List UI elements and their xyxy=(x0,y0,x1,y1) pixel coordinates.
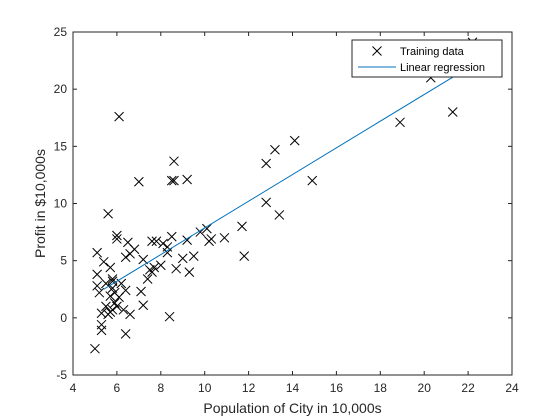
regression-line xyxy=(103,64,473,290)
data-point xyxy=(90,343,100,354)
y-axis-label: Profit in $10,000s xyxy=(32,149,48,258)
data-point xyxy=(395,117,405,128)
data-point xyxy=(239,251,250,261)
data-point xyxy=(219,232,230,243)
x-tick-label: 18 xyxy=(374,381,388,395)
data-point xyxy=(261,158,272,169)
data-point xyxy=(237,221,247,232)
x-tick-label: 10 xyxy=(198,381,212,395)
data-point xyxy=(169,175,179,186)
axis-ticks xyxy=(72,31,513,376)
data-point xyxy=(120,328,131,339)
data-point xyxy=(142,274,153,284)
data-point xyxy=(274,210,285,220)
data-point xyxy=(184,267,195,277)
x-tick-label: 22 xyxy=(461,381,475,395)
x-tick-label: 20 xyxy=(418,381,432,395)
data-point xyxy=(202,223,212,234)
legend-x-marker xyxy=(372,46,382,56)
data-point xyxy=(169,156,179,167)
data-point xyxy=(270,144,280,155)
data-point xyxy=(92,247,102,258)
data-point xyxy=(166,231,177,242)
x-axis-label: Population of City in 10,000s xyxy=(203,400,381,416)
data-point xyxy=(114,111,124,122)
data-point xyxy=(105,262,116,273)
legend-label-training: Training data xyxy=(400,46,465,58)
x-tick-label: 24 xyxy=(505,381,519,395)
data-point xyxy=(107,283,118,293)
x-tick-label: 16 xyxy=(330,381,344,395)
y-tick-label: 10 xyxy=(54,197,68,211)
data-point xyxy=(171,263,182,274)
data-point xyxy=(138,254,149,265)
data-point xyxy=(147,267,157,277)
data-point xyxy=(96,325,107,336)
x-tick-label: 6 xyxy=(114,381,121,395)
data-point xyxy=(151,236,162,247)
data-point xyxy=(129,244,140,255)
data-point xyxy=(447,107,458,117)
data-point xyxy=(177,253,188,264)
data-point xyxy=(307,175,318,186)
data-point xyxy=(107,276,118,287)
data-point xyxy=(103,208,113,219)
data-point xyxy=(125,309,135,320)
data-point xyxy=(92,280,102,291)
training-data-points xyxy=(90,37,478,354)
data-point xyxy=(147,236,157,247)
y-tick-label: 20 xyxy=(54,82,68,96)
data-point xyxy=(92,269,102,280)
y-tick-label: 5 xyxy=(60,254,67,268)
data-point xyxy=(107,304,118,315)
y-tick-label: 25 xyxy=(54,25,68,39)
data-point xyxy=(158,238,168,249)
data-point xyxy=(155,260,166,271)
legend-box xyxy=(351,39,503,78)
x-tick-label: 12 xyxy=(242,381,256,395)
tick-labels: 4 6 8 10 12 14 16 18 20 22 24 -5 0 5 10 15 20 25 xyxy=(54,25,519,395)
x-tick-label: 8 xyxy=(157,381,164,395)
axes-box xyxy=(72,31,513,376)
y-tick-label: 0 xyxy=(60,311,67,325)
data-point xyxy=(136,286,146,297)
data-point xyxy=(105,291,116,301)
y-tick-label: -5 xyxy=(56,368,67,382)
data-point xyxy=(112,230,122,241)
data-point xyxy=(112,301,122,312)
data-point xyxy=(133,176,144,187)
legend-marker-training xyxy=(372,46,382,56)
data-point xyxy=(162,242,173,252)
data-point xyxy=(149,262,160,273)
data-point xyxy=(206,234,217,244)
data-point xyxy=(188,251,199,261)
data-point xyxy=(166,175,177,186)
data-point xyxy=(101,301,111,312)
legend: Training data Linear regression xyxy=(351,39,503,78)
plot-area xyxy=(72,31,513,376)
regression-line-group xyxy=(103,64,473,290)
data-point xyxy=(120,252,131,263)
legend-label-regression: Linear regression xyxy=(400,62,485,74)
data-point xyxy=(94,287,105,298)
data-point xyxy=(164,311,175,322)
data-point xyxy=(118,304,129,315)
data-point xyxy=(98,256,109,267)
y-tick-label: 15 xyxy=(54,139,68,153)
data-point xyxy=(138,300,149,311)
data-point xyxy=(112,234,122,244)
data-point xyxy=(120,285,131,296)
x-tick-label: 4 xyxy=(70,381,77,395)
x-tick-label: 14 xyxy=(286,381,300,395)
data-point xyxy=(182,174,192,185)
data-point xyxy=(289,135,300,146)
data-point xyxy=(261,197,272,208)
